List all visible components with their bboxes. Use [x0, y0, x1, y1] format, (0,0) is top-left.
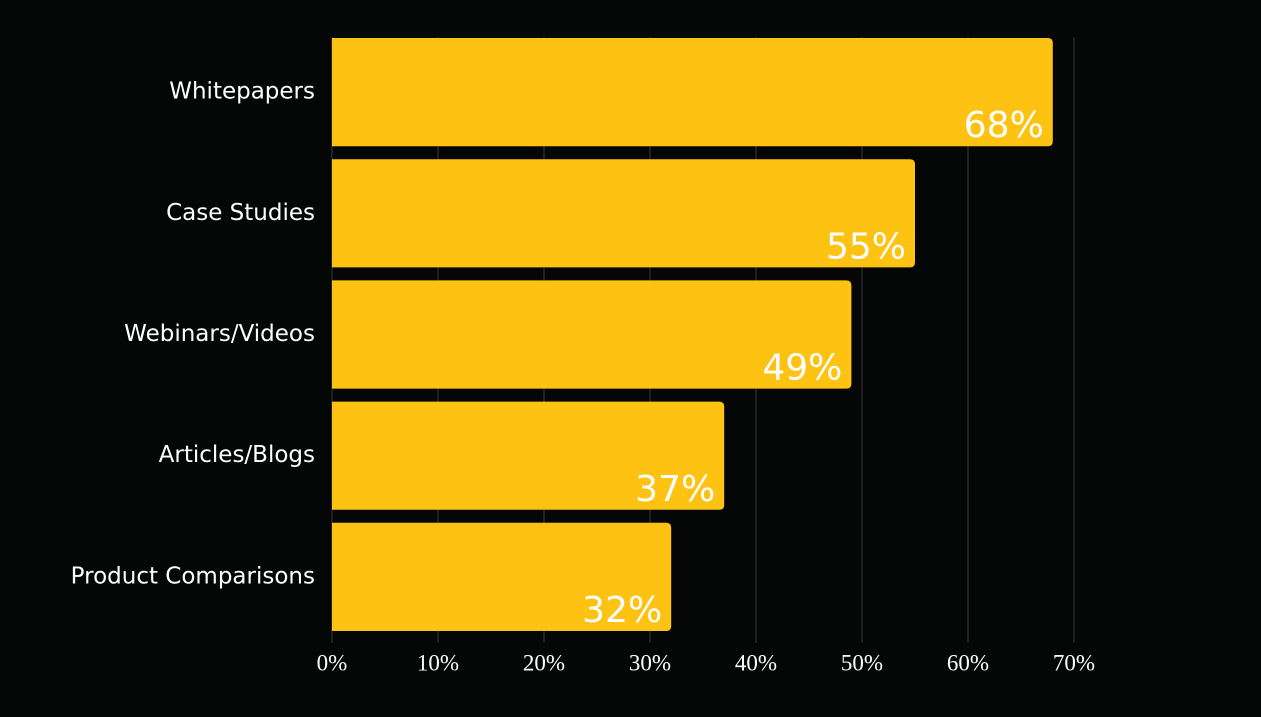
value-label: 55% [826, 226, 906, 267]
value-label: 49% [762, 348, 842, 389]
bar [332, 280, 852, 389]
category-label: Whitepapers [169, 79, 315, 105]
bar [332, 38, 1053, 147]
x-tick-label: 10% [417, 650, 459, 675]
x-tick-label: 0% [317, 650, 348, 675]
bar [332, 401, 725, 510]
x-tick-label: 40% [735, 650, 777, 675]
category-label: Product Comparisons [71, 563, 315, 589]
x-tick-label: 50% [841, 650, 883, 675]
x-tick-label: 60% [947, 650, 989, 675]
x-tick-label: 20% [523, 650, 565, 675]
value-label: 37% [635, 469, 715, 510]
x-tick-label: 30% [629, 650, 671, 675]
value-label: 68% [964, 105, 1044, 146]
category-label: Articles/Blogs [159, 442, 315, 468]
x-tick-label: 70% [1053, 650, 1095, 675]
category-label: Webinars/Videos [124, 321, 315, 347]
bar [332, 522, 672, 631]
category-label: Case Studies [166, 200, 315, 226]
value-label: 32% [582, 590, 662, 631]
bar [332, 159, 915, 268]
